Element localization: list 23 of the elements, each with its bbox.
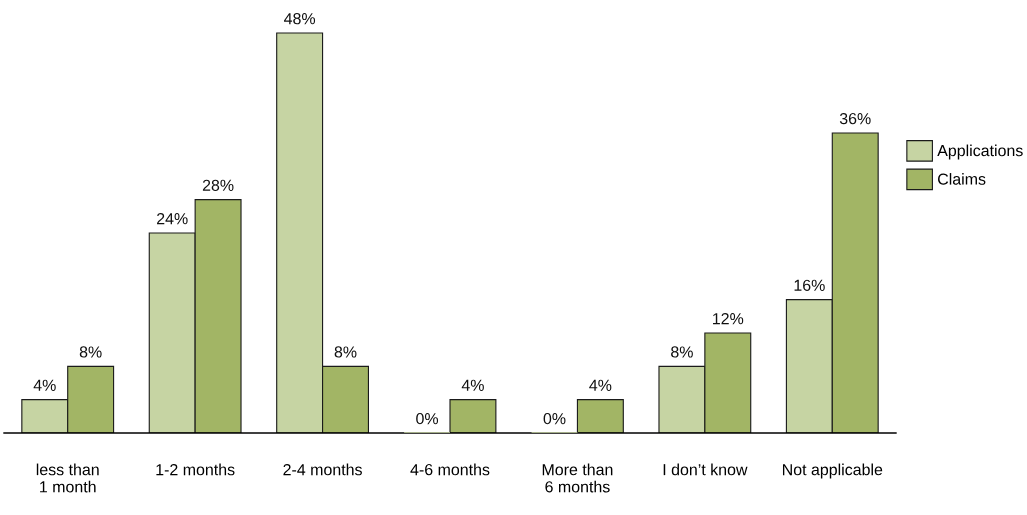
x-tick-label: 4-6 months (410, 463, 490, 476)
data-label: 12% (713, 312, 744, 325)
data-label: 4% (461, 379, 484, 391)
x-tick-label: 1-2 months (156, 463, 235, 476)
data-label: 16% (794, 279, 825, 291)
legend-label: Applications (937, 144, 1023, 160)
data-label: 4% (33, 379, 56, 391)
data-label: 4% (589, 379, 612, 391)
data-label: 36% (839, 112, 871, 125)
data-label: 0% (543, 412, 566, 425)
x-tick-label: More than 6 months (542, 463, 613, 493)
x-tick-label: 2-4 months (283, 463, 362, 476)
data-label: 24% (157, 212, 188, 225)
data-label: 0% (416, 412, 439, 425)
data-label: 8% (79, 346, 102, 358)
data-label: 8% (671, 346, 693, 358)
x-tick-label: Not applicable (782, 463, 883, 479)
data-label: 8% (334, 346, 357, 358)
x-tick-label: less than 1 month (36, 463, 99, 493)
legend-label: Claims (938, 173, 986, 185)
x-tick-label: I don’t know (663, 463, 748, 476)
data-label: 48% (284, 12, 316, 25)
data-label: 28% (202, 179, 234, 191)
